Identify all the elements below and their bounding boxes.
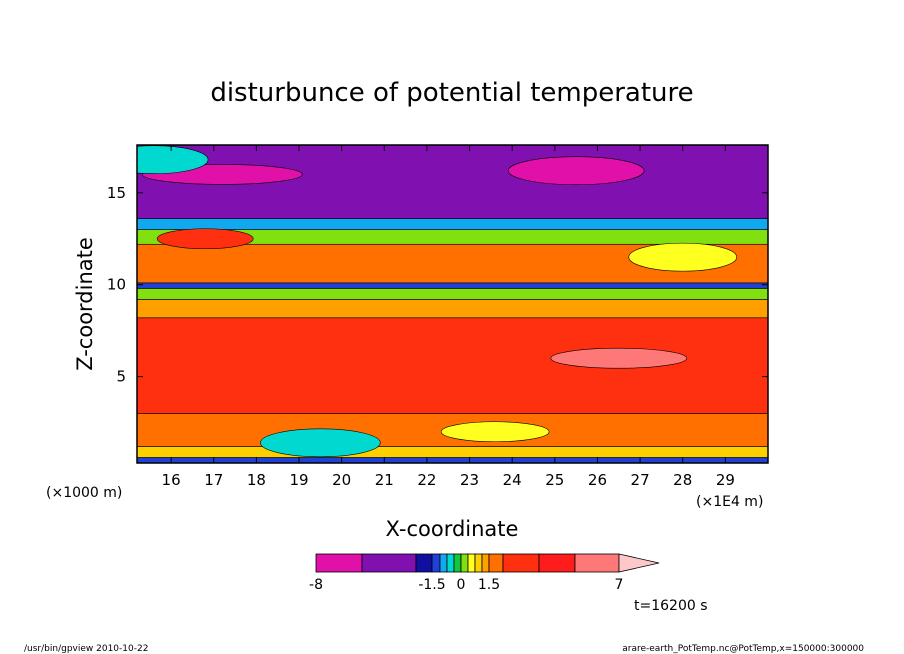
feature-6 [156, 228, 254, 250]
colorbar-segment-3 [431, 553, 441, 573]
plot-area [137, 145, 768, 463]
x-tick-label-25: 25 [545, 471, 564, 489]
time-label: t=16200 s [634, 598, 708, 614]
x-tick-label-27: 27 [631, 471, 650, 489]
colorbar-segment-9 [474, 553, 483, 573]
colorbar-segment-8 [467, 553, 476, 573]
y-tick-label-10: 10 [107, 276, 126, 294]
x-tick-label-29: 29 [716, 471, 735, 489]
band-5 [137, 288, 768, 300]
colorbar-segment-2 [415, 553, 433, 573]
colorbar-label-3: 1.5 [478, 577, 500, 593]
colorbar-label-0: -8 [309, 577, 323, 593]
x-tick-label-26: 26 [588, 471, 607, 489]
colorbar-segment-6 [453, 553, 462, 573]
band-0 [137, 457, 768, 463]
x-tick-label-19: 19 [289, 471, 308, 489]
x-tick-label-24: 24 [503, 471, 522, 489]
band-1 [137, 446, 768, 458]
colorbar-segment-1 [361, 553, 417, 573]
x-tick-label-17: 17 [204, 471, 223, 489]
x-tick-label-20: 20 [332, 471, 351, 489]
colorbar-segment-4 [439, 553, 448, 573]
colorbar-label-2: 0 [457, 577, 466, 593]
x-axis-label: X-coordinate [386, 517, 519, 541]
colorbar-segment-12 [502, 553, 540, 573]
x-unit-right: (×1E4 m) [696, 494, 763, 510]
feature-5 [260, 428, 381, 458]
y-tick-label-5: 5 [116, 368, 126, 386]
colorbar [315, 553, 660, 573]
x-tick-label-23: 23 [460, 471, 479, 489]
band-3 [137, 317, 768, 414]
colorbar-segment-13 [538, 553, 576, 573]
y-tick-label-15: 15 [107, 184, 126, 202]
feature-1 [628, 242, 738, 272]
feature-0 [550, 347, 688, 369]
x-unit-left: (×1000 m) [46, 485, 122, 501]
x-tick-label-22: 22 [417, 471, 436, 489]
colorbar-segment-14 [574, 553, 620, 573]
colorbar-segment-0 [315, 553, 363, 573]
x-tick-label-16: 16 [162, 471, 181, 489]
x-tick-label-28: 28 [673, 471, 692, 489]
colorbar-segment-5 [446, 553, 455, 573]
band-6 [137, 282, 768, 289]
colorbar-label-1: -1.5 [418, 577, 445, 593]
plot-frame [136, 144, 769, 464]
x-tick-label-21: 21 [375, 471, 394, 489]
colorbar-segment-10 [481, 553, 490, 573]
colorbar-segment-11 [488, 553, 504, 573]
colorbar-extend-arrow [618, 553, 660, 573]
feature-4 [440, 421, 550, 443]
colorbar-segment-7 [460, 553, 469, 573]
feature-7 [137, 145, 209, 175]
band-9 [137, 218, 768, 230]
band-4 [137, 299, 768, 319]
feature-3 [507, 156, 645, 186]
footer-right: arare-earth_PotTemp.nc@PotTemp,x=150000:… [622, 644, 864, 654]
chart-title: disturbunce of potential temperature [210, 78, 693, 108]
y-axis-label: Z-coordinate [73, 237, 97, 371]
footer-left: /usr/bin/gpview 2010-10-22 [24, 644, 148, 654]
colorbar-label-4: 7 [615, 577, 624, 593]
x-tick-label-18: 18 [247, 471, 266, 489]
